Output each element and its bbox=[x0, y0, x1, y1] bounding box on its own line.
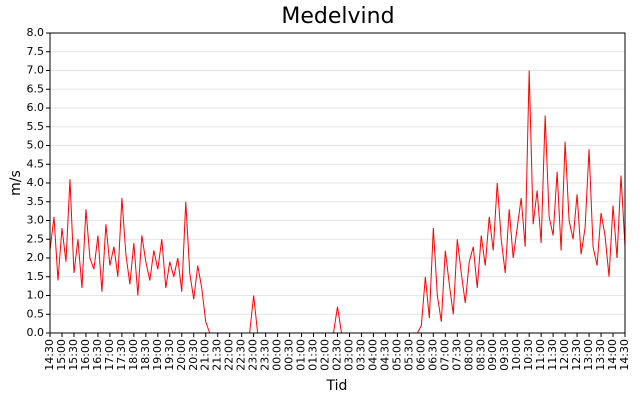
x-tick-label: 16:30 bbox=[91, 339, 104, 371]
x-tick-label: 18:30 bbox=[139, 339, 152, 371]
x-tick-label: 06:00 bbox=[414, 339, 427, 371]
x-tick-label: 07:00 bbox=[438, 339, 451, 371]
x-tick-label: 12:00 bbox=[558, 339, 571, 371]
x-tick-label: 07:30 bbox=[450, 339, 463, 371]
y-tick-label: 7.0 bbox=[27, 64, 45, 77]
x-tick-label: 04:00 bbox=[366, 339, 379, 371]
x-tick-label: 13:00 bbox=[582, 339, 595, 371]
x-tick-label: 20:30 bbox=[187, 339, 200, 371]
y-tick-label: 7.5 bbox=[27, 45, 45, 58]
x-tick-label: 03:30 bbox=[354, 339, 367, 371]
x-tick-label: 15:30 bbox=[67, 339, 80, 371]
y-tick-label: 6.0 bbox=[27, 101, 45, 114]
x-tick-label: 09:00 bbox=[486, 339, 499, 371]
y-tick-label: 5.0 bbox=[27, 139, 45, 152]
x-tick-label: 02:00 bbox=[319, 339, 332, 371]
x-tick-label: 10:00 bbox=[510, 339, 523, 371]
y-axis-label: m/s bbox=[8, 170, 24, 196]
x-tick-label: 01:00 bbox=[295, 339, 308, 371]
x-tick-label: 17:00 bbox=[103, 339, 116, 371]
x-axis-label: Tid bbox=[326, 378, 348, 394]
x-tick-label: 21:30 bbox=[211, 339, 224, 371]
y-tick-label: 4.5 bbox=[27, 157, 45, 170]
x-tick-label: 08:00 bbox=[462, 339, 475, 371]
x-tick-label: 22:00 bbox=[223, 339, 236, 371]
x-tick-label: 08:30 bbox=[474, 339, 487, 371]
x-tick-label: 22:30 bbox=[235, 339, 248, 371]
x-tick-label: 11:30 bbox=[546, 339, 559, 371]
y-tick-label: 3.0 bbox=[27, 214, 45, 227]
y-tick-label: 2.5 bbox=[27, 232, 45, 245]
y-tick-label: 0.0 bbox=[27, 326, 45, 339]
x-tick-label: 20:00 bbox=[175, 339, 188, 371]
x-tick-label: 03:00 bbox=[342, 339, 355, 371]
x-tick-label: 16:00 bbox=[79, 339, 92, 371]
x-tick-label: 14:30 bbox=[43, 339, 56, 371]
y-tick-label: 1.5 bbox=[27, 270, 45, 283]
x-tick-label: 02:30 bbox=[331, 339, 344, 371]
x-tick-label: 05:00 bbox=[390, 339, 403, 371]
x-tick-label: 23:00 bbox=[247, 339, 260, 371]
x-tick-label: 21:00 bbox=[199, 339, 212, 371]
x-tick-label: 06:30 bbox=[426, 339, 439, 371]
x-tick-label: 18:00 bbox=[127, 339, 140, 371]
x-tick-label: 01:30 bbox=[307, 339, 320, 371]
x-tick-label: 05:30 bbox=[402, 339, 415, 371]
y-tick-label: 5.5 bbox=[27, 120, 45, 133]
x-tick-label: 00:30 bbox=[283, 339, 296, 371]
y-tick-label: 3.5 bbox=[27, 195, 45, 208]
x-tick-label: 11:00 bbox=[534, 339, 547, 371]
y-tick-label: 1.0 bbox=[27, 289, 45, 302]
x-tick-label: 09:30 bbox=[498, 339, 511, 371]
x-tick-label: 17:30 bbox=[115, 339, 128, 371]
y-tick-label: 2.0 bbox=[27, 251, 45, 264]
x-tick-label: 14:00 bbox=[606, 339, 619, 371]
x-tick-label: 00:00 bbox=[271, 339, 284, 371]
y-tick-label: 4.0 bbox=[27, 176, 45, 189]
y-tick-label: 8.0 bbox=[27, 26, 45, 39]
x-tick-label: 15:00 bbox=[55, 339, 68, 371]
data-line bbox=[49, 70, 626, 334]
x-tick-label: 13:30 bbox=[594, 339, 607, 371]
x-tick-label: 23:30 bbox=[259, 339, 272, 371]
plot-frame bbox=[49, 32, 626, 334]
x-tick-label: 12:30 bbox=[570, 339, 583, 371]
x-tick-label: 19:30 bbox=[163, 339, 176, 371]
y-tick-label: 0.5 bbox=[27, 307, 45, 320]
chart-title: Medelvind bbox=[281, 4, 394, 29]
y-tick-label: 6.5 bbox=[27, 82, 45, 95]
x-tick-label: 10:30 bbox=[522, 339, 535, 371]
x-tick-label: 04:30 bbox=[378, 339, 391, 371]
x-tick-label: 19:00 bbox=[151, 339, 164, 371]
x-tick-label: 14:30 bbox=[618, 339, 631, 371]
